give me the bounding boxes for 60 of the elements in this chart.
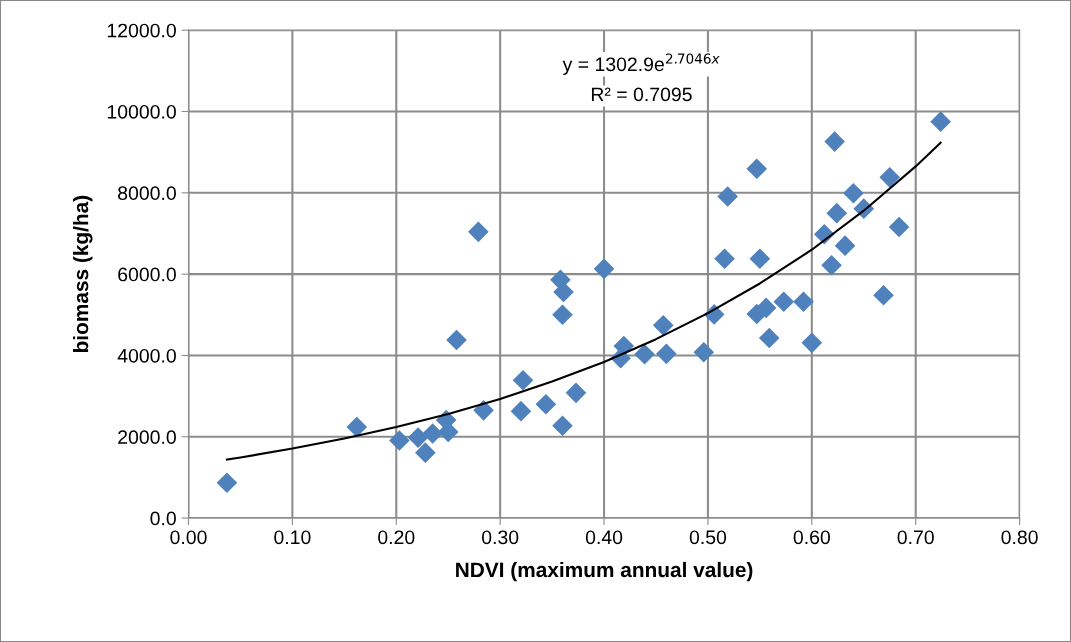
point bbox=[652, 315, 674, 336]
x-tick-label: 0.20 bbox=[378, 530, 415, 545]
point bbox=[801, 332, 823, 354]
point bbox=[930, 111, 951, 132]
x-tick-label: 0.40 bbox=[585, 530, 623, 545]
point bbox=[346, 416, 368, 438]
point bbox=[834, 235, 856, 256]
point bbox=[415, 442, 436, 463]
x-tick-label: 0.50 bbox=[689, 530, 727, 545]
annotation: R² = 0.7095 bbox=[591, 87, 692, 102]
y-tick-label: 2000.0 bbox=[118, 430, 176, 445]
annotation: y = 1302.9e$^{2.7046x}$ bbox=[562, 53, 720, 76]
y-tick-label: 12000.0 bbox=[107, 23, 176, 38]
x-tick-label: 0.30 bbox=[482, 530, 519, 545]
point bbox=[714, 248, 735, 269]
point bbox=[552, 304, 573, 326]
y-axis-title: biomass (kg/ha) bbox=[73, 195, 93, 353]
point bbox=[473, 400, 494, 421]
point bbox=[422, 423, 443, 444]
y-tick-label: 4000.0 bbox=[117, 348, 176, 363]
point bbox=[843, 182, 864, 204]
x-tick-label: 0.00 bbox=[170, 530, 207, 545]
point bbox=[535, 393, 557, 415]
point bbox=[824, 131, 845, 152]
line-series bbox=[225, 141, 942, 461]
point bbox=[873, 284, 894, 306]
x-axis-title: NDVI (maximum annual value) bbox=[456, 561, 753, 582]
x-tick-label: 0.10 bbox=[274, 530, 311, 545]
point bbox=[758, 327, 780, 349]
point bbox=[773, 291, 795, 313]
point bbox=[656, 343, 677, 365]
point bbox=[407, 427, 429, 448]
point bbox=[879, 167, 901, 188]
point bbox=[826, 202, 848, 224]
point bbox=[553, 281, 574, 303]
point bbox=[693, 341, 715, 363]
point bbox=[793, 291, 814, 313]
point bbox=[565, 382, 587, 404]
y-tick-label: 0.0 bbox=[150, 511, 176, 526]
x-tick-label: 0.60 bbox=[793, 530, 830, 545]
point bbox=[389, 430, 410, 451]
point bbox=[746, 303, 768, 325]
point bbox=[446, 329, 467, 351]
y-tick-label: 10000.0 bbox=[107, 104, 176, 119]
y-tick-label: 6000.0 bbox=[118, 267, 176, 282]
y-tick-label: 8000.0 bbox=[118, 186, 176, 201]
point bbox=[746, 158, 768, 180]
point bbox=[468, 221, 489, 243]
point bbox=[717, 186, 738, 207]
x-tick-label: 0.70 bbox=[897, 530, 934, 545]
point bbox=[749, 248, 771, 269]
point bbox=[216, 472, 238, 494]
point bbox=[888, 216, 910, 238]
point bbox=[634, 343, 655, 365]
point bbox=[821, 254, 842, 276]
point bbox=[593, 258, 615, 280]
x-tick-label: 0.80 bbox=[1001, 530, 1038, 545]
point bbox=[512, 369, 534, 391]
point bbox=[510, 400, 532, 422]
point bbox=[552, 415, 573, 437]
